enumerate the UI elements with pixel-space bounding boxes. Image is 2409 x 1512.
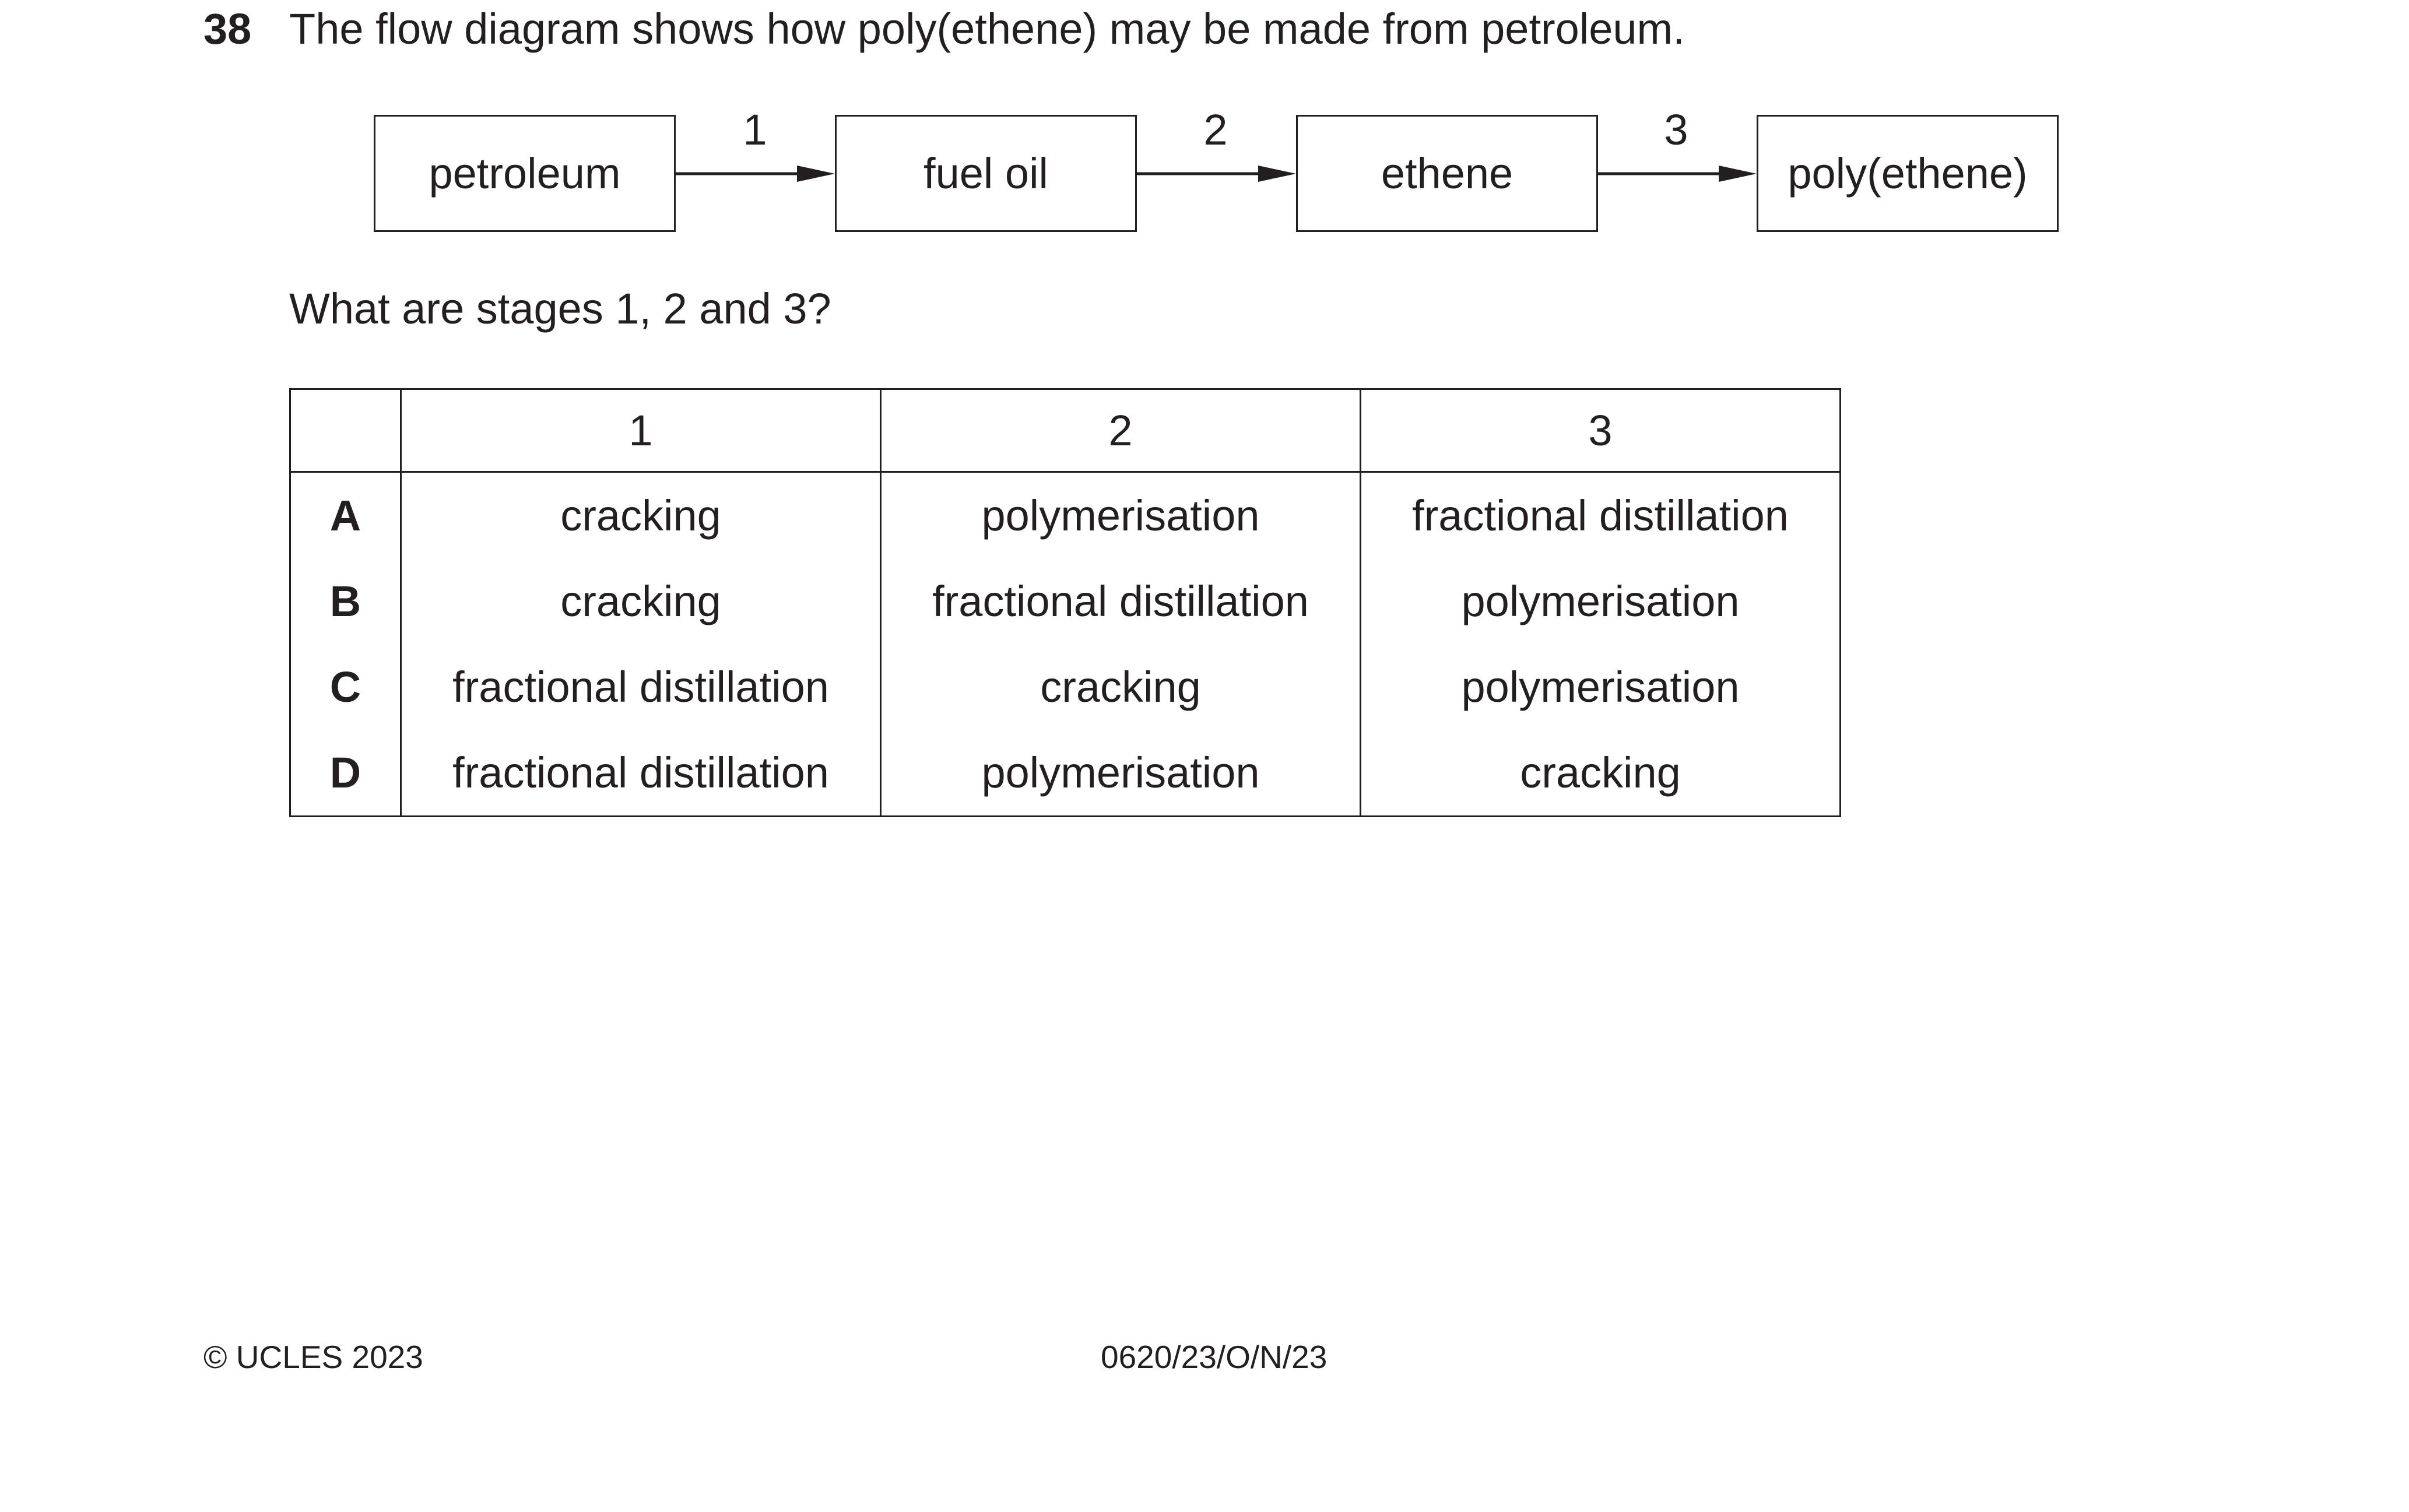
question-text: The flow diagram shows how poly(ethene) … [289, 5, 1685, 53]
footer-copyright: © UCLES 2023 [203, 1339, 423, 1375]
stage-label-1: 1 [743, 106, 767, 154]
question-number: 38 [203, 5, 252, 53]
header-cell-stage-1: 1 [400, 388, 882, 473]
arrow-1-icon [676, 166, 835, 182]
stage-label-2: 2 [1203, 106, 1228, 154]
table-cell: fractional distillation [880, 558, 1361, 644]
table-cell: cracking [400, 558, 882, 644]
flow-box-petroleum: petroleum [374, 115, 676, 232]
flow-box-poly-ethene: poly(ethene) [1757, 115, 2059, 232]
table-row-option-a: A cracking polymerisation fractional dis… [289, 472, 1841, 558]
stage-label-3: 3 [1664, 106, 1688, 154]
table-cell: polymerisation [880, 730, 1361, 817]
flow-box-ethene: ethene [1296, 115, 1598, 232]
header-cell-stage-3: 3 [1360, 388, 1841, 473]
table-row-option-c: C fractional distillation cracking polym… [289, 644, 1841, 730]
options-table: 1 2 3 A cracking polymerisation fraction… [289, 388, 1841, 817]
table-cell: fractional distillation [400, 644, 882, 730]
table-header-row: 1 2 3 [289, 388, 1841, 473]
option-letter: C [289, 644, 402, 730]
option-letter: A [289, 472, 402, 558]
header-cell-stage-2: 2 [880, 388, 1361, 473]
header-cell-blank [289, 388, 402, 473]
table-cell: polymerisation [1360, 558, 1841, 644]
table-cell: polymerisation [1360, 644, 1841, 730]
flow-box-fuel-oil: fuel oil [835, 115, 1137, 232]
table-cell: fractional distillation [1360, 472, 1841, 558]
arrow-2-icon [1137, 166, 1296, 182]
option-letter: D [289, 730, 402, 817]
arrow-3-icon [1598, 166, 1757, 182]
table-cell: cracking [1360, 730, 1841, 817]
option-letter: B [289, 558, 402, 644]
table-cell: cracking [880, 644, 1361, 730]
footer-paper-code: 0620/23/O/N/23 [1101, 1339, 1328, 1375]
table-cell: cracking [400, 472, 882, 558]
table-cell: fractional distillation [400, 730, 882, 817]
table-row-option-b: B cracking fractional distillation polym… [289, 558, 1841, 644]
sub-question-text: What are stages 1, 2 and 3? [289, 284, 831, 333]
table-row-option-d: D fractional distillation polymerisation… [289, 730, 1841, 817]
table-cell: polymerisation [880, 472, 1361, 558]
